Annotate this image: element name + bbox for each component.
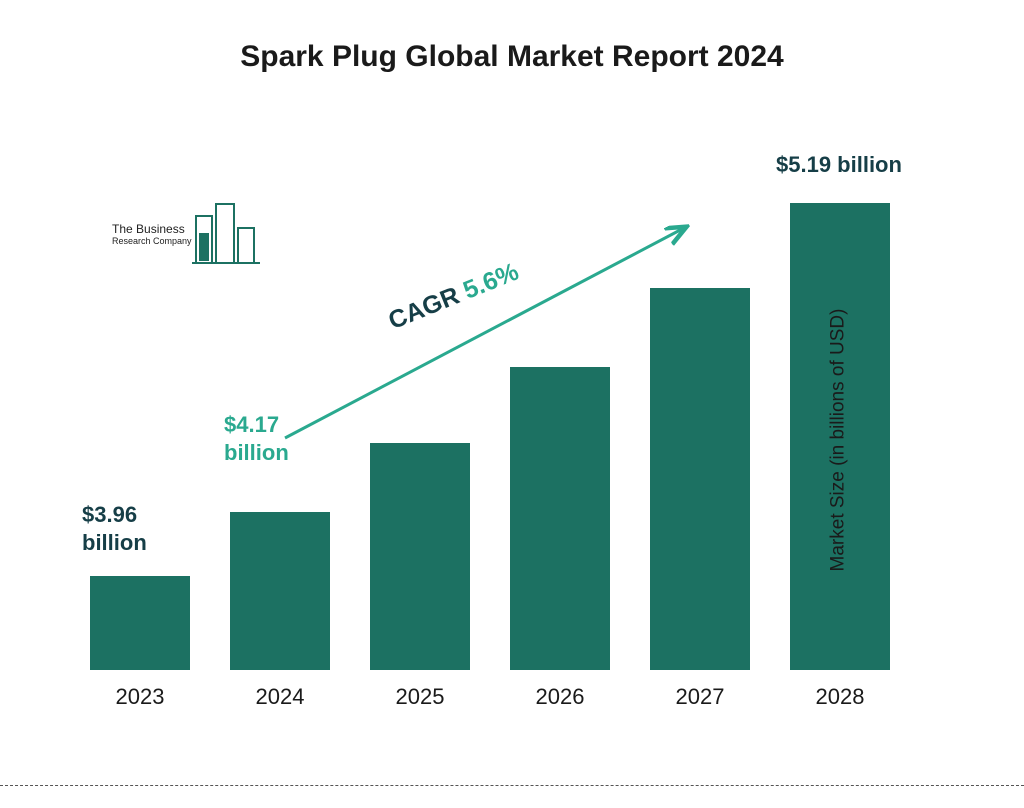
bar-2027	[650, 288, 750, 670]
page-title: Spark Plug Global Market Report 2024	[0, 40, 1024, 74]
bar-2026	[510, 367, 610, 670]
value-label-2023: $3.96billion	[82, 501, 147, 558]
x-label-2024: 2024	[215, 684, 345, 710]
bar-2023	[90, 576, 190, 670]
x-label-2026: 2026	[495, 684, 625, 710]
x-label-2023: 2023	[75, 684, 205, 710]
value-label-2024: $4.17billion	[224, 411, 289, 468]
x-label-2028: 2028	[775, 684, 905, 710]
x-label-2025: 2025	[355, 684, 485, 710]
bar-2024	[230, 512, 330, 670]
value-label-2028: $5.19 billion	[776, 151, 902, 180]
footer-divider	[0, 785, 1024, 786]
x-label-2027: 2027	[635, 684, 765, 710]
bar-2025	[370, 443, 470, 670]
bars-container	[90, 170, 920, 670]
bar-chart: $3.96billion $4.17billion $5.19 billion …	[90, 170, 920, 710]
y-axis-label: Market Size (in billions of USD)	[828, 309, 850, 572]
